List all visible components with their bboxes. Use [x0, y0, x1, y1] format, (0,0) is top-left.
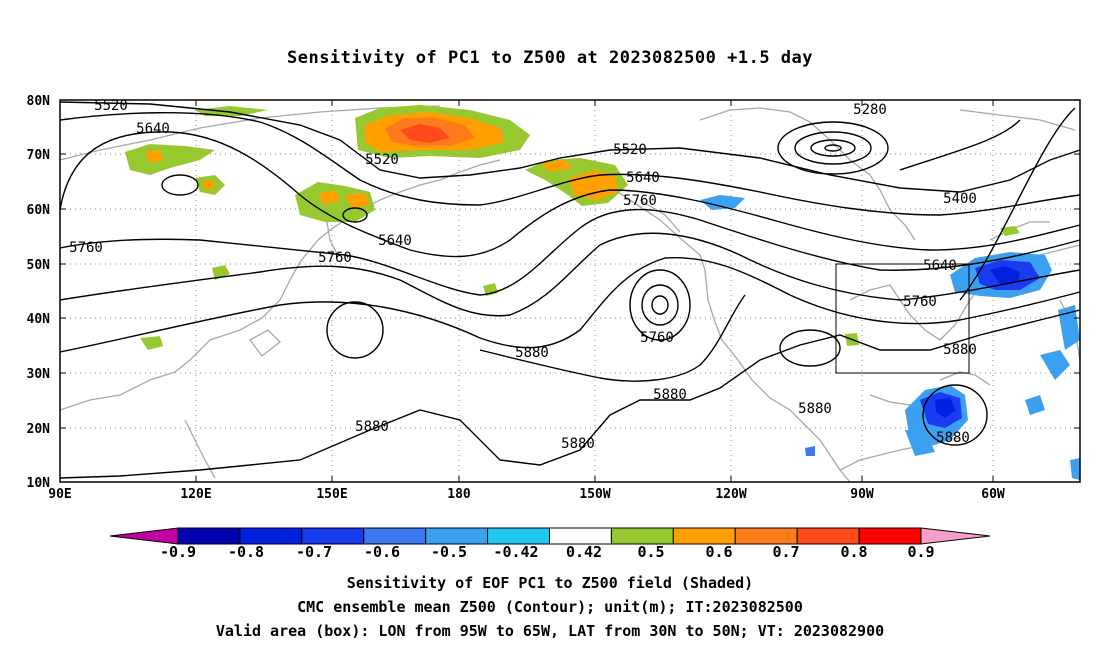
contour-label: 5640: [923, 258, 957, 274]
lon-label: 150E: [316, 487, 347, 502]
contour-label: 5520: [365, 152, 399, 168]
colorbar-swatch: [610, 527, 674, 545]
z500-contours: [59, 101, 1081, 479]
lon-label: 60W: [981, 487, 1005, 502]
contour-label: 5880: [515, 345, 549, 361]
lat-label: 20N: [27, 422, 51, 437]
lat-label: 80N: [27, 94, 51, 109]
latitude-labels: 80N 70N 60N 50N 40N 30N 20N 10N: [27, 94, 51, 491]
colorbar-tick-label: 0.42: [566, 543, 602, 561]
colorbar-tick-label: 0.8: [840, 543, 867, 561]
colorbar-swatch: [549, 527, 612, 545]
map-frame: [59, 99, 1081, 483]
colorbar-tick-label: 0.7: [772, 543, 799, 561]
colorbar-tick-label: 0.6: [705, 543, 732, 561]
colorbar-swatch: [858, 527, 922, 545]
colorbar-tick-label: -0.6: [364, 543, 400, 561]
colorbar-swatch: [363, 527, 427, 545]
lat-label: 70N: [27, 148, 51, 163]
valid-area-box: [835, 263, 970, 374]
sensitivity-shading: [125, 105, 1080, 480]
map-title: Sensitivity of PC1 to Z500 at 2023082500…: [286, 48, 813, 68]
footer-line-3: Valid area (box): LON from 95W to 65W, L…: [215, 622, 885, 640]
contour-label: 5760: [69, 240, 103, 256]
colorbar-tick-label: 0.5: [637, 543, 664, 561]
contour-label: 5760: [903, 294, 937, 310]
contour-label: 5760: [318, 250, 352, 266]
colorbar-tick-label: -0.5: [431, 543, 467, 561]
colorbar-tick-label: -0.9: [160, 543, 196, 561]
colorbar-min-arrow: [109, 527, 179, 545]
contour-label: 5880: [943, 342, 977, 358]
lon-label: 120W: [715, 487, 746, 502]
contour-label: 5520: [613, 142, 647, 158]
colorbar-tick-label: -0.7: [296, 543, 332, 561]
colorbar-swatch: [487, 527, 551, 545]
contour-label: 5880: [355, 419, 389, 435]
lat-label: 60N: [27, 203, 51, 218]
lon-label: 90W: [850, 487, 874, 502]
lon-label: 150W: [579, 487, 610, 502]
colorbar-tick-label: -0.42: [493, 543, 538, 561]
colorbar-max-arrow: [920, 527, 991, 545]
lat-label: 50N: [27, 258, 51, 273]
colorbar-swatch: [672, 527, 736, 545]
colorbar-swatch: [425, 527, 489, 545]
contour-label: 5520: [94, 98, 128, 114]
colorbar-swatch: [301, 527, 365, 545]
tick-marks: [60, 99, 1080, 482]
contour-label: 5760: [640, 330, 674, 346]
colorbar-labels: -0.9 -0.8 -0.7 -0.6 -0.5 -0.42 0.42 0.5 …: [160, 543, 935, 561]
contour-label: 5760: [623, 193, 657, 209]
contour-label: 5880: [561, 436, 595, 452]
colorbar-tick-label: -0.8: [228, 543, 264, 561]
colorbar-swatch: [239, 527, 303, 545]
contour-label: 5640: [136, 121, 170, 137]
lon-label: 120E: [180, 487, 211, 502]
contour-labels: 5520 5640 5520 5520 5640 5760 5280 5400 …: [69, 98, 977, 452]
colorbar-swatch: [177, 527, 241, 545]
contour-label: 5880: [653, 387, 687, 403]
contour-label: 5880: [798, 401, 832, 417]
contour-label: 5640: [626, 170, 660, 186]
lon-label: 180: [447, 487, 471, 502]
footer-line-2: CMC ensemble mean Z500 (Contour); unit(m…: [297, 598, 803, 616]
footer-line-1: Sensitivity of EOF PC1 to Z500 field (Sh…: [346, 574, 754, 592]
contour-label: 5640: [378, 233, 412, 249]
contour-label: 5400: [943, 191, 977, 207]
colorbar-swatch: [734, 527, 798, 545]
lat-label: 30N: [27, 367, 51, 382]
colorbar-swatch: [796, 527, 860, 545]
colorbar: [109, 527, 991, 545]
lat-label: 40N: [27, 312, 51, 327]
contour-label: 5880: [936, 430, 970, 446]
lon-label: 90E: [48, 487, 71, 502]
lat-label: 10N: [27, 476, 51, 491]
colorbar-tick-label: 0.9: [907, 543, 934, 561]
longitude-labels: 90E 120E 150E 180 150W 120W 90W 60W: [48, 487, 1005, 502]
contour-label: 5280: [853, 102, 887, 118]
